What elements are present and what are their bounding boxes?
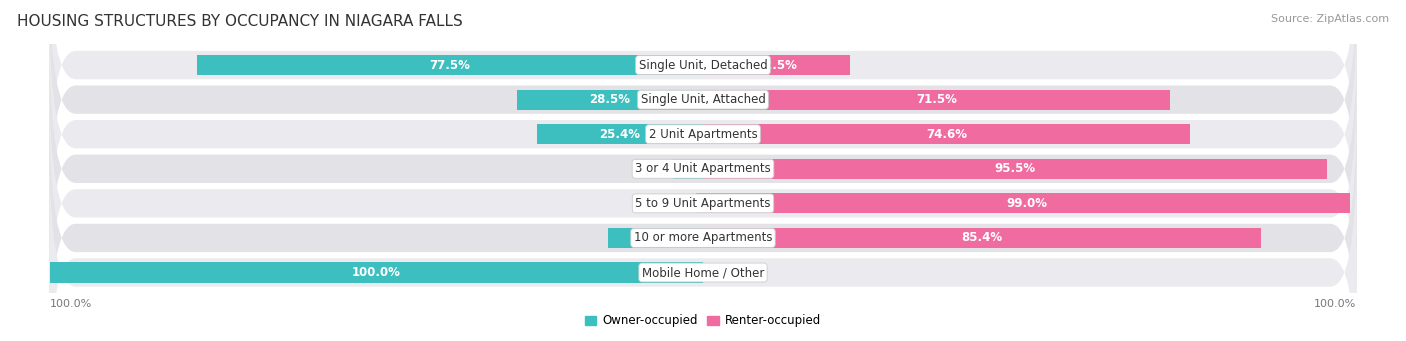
- Bar: [49, 263, 703, 283]
- Bar: [703, 159, 1327, 179]
- Text: Single Unit, Attached: Single Unit, Attached: [641, 93, 765, 106]
- Bar: [673, 159, 703, 179]
- Bar: [703, 90, 1170, 110]
- Text: 4.6%: 4.6%: [633, 162, 664, 175]
- Text: 99.0%: 99.0%: [1005, 197, 1047, 210]
- Text: 14.6%: 14.6%: [634, 232, 676, 244]
- Text: 100.0%: 100.0%: [352, 266, 401, 279]
- Text: Mobile Home / Other: Mobile Home / Other: [641, 266, 765, 279]
- Text: 100.0%: 100.0%: [1315, 299, 1357, 310]
- Text: HOUSING STRUCTURES BY OCCUPANCY IN NIAGARA FALLS: HOUSING STRUCTURES BY OCCUPANCY IN NIAGA…: [17, 14, 463, 29]
- Text: 3 or 4 Unit Apartments: 3 or 4 Unit Apartments: [636, 162, 770, 175]
- Text: Single Unit, Detached: Single Unit, Detached: [638, 59, 768, 72]
- FancyBboxPatch shape: [49, 10, 1357, 258]
- Text: 2 Unit Apartments: 2 Unit Apartments: [648, 128, 758, 141]
- Text: 25.4%: 25.4%: [599, 128, 641, 141]
- FancyBboxPatch shape: [49, 0, 1357, 189]
- Text: 5 to 9 Unit Apartments: 5 to 9 Unit Apartments: [636, 197, 770, 210]
- FancyBboxPatch shape: [49, 0, 1357, 224]
- Text: 100.0%: 100.0%: [49, 299, 91, 310]
- Text: 77.5%: 77.5%: [429, 59, 470, 72]
- Text: 85.4%: 85.4%: [962, 232, 1002, 244]
- Bar: [607, 228, 703, 248]
- Text: Source: ZipAtlas.com: Source: ZipAtlas.com: [1271, 14, 1389, 24]
- Text: 95.5%: 95.5%: [994, 162, 1036, 175]
- Bar: [517, 90, 703, 110]
- Bar: [703, 124, 1191, 144]
- Bar: [537, 124, 703, 144]
- FancyBboxPatch shape: [49, 79, 1357, 327]
- Bar: [703, 55, 851, 75]
- Bar: [197, 55, 703, 75]
- Text: 1.0%: 1.0%: [657, 197, 686, 210]
- Text: 71.5%: 71.5%: [917, 93, 957, 106]
- Text: 10 or more Apartments: 10 or more Apartments: [634, 232, 772, 244]
- Bar: [703, 228, 1261, 248]
- FancyBboxPatch shape: [49, 148, 1357, 341]
- FancyBboxPatch shape: [49, 45, 1357, 293]
- Bar: [703, 193, 1350, 213]
- Text: 28.5%: 28.5%: [589, 93, 630, 106]
- Text: 22.5%: 22.5%: [756, 59, 797, 72]
- Legend: Owner-occupied, Renter-occupied: Owner-occupied, Renter-occupied: [579, 310, 827, 332]
- Text: 0.0%: 0.0%: [713, 266, 742, 279]
- Text: 74.6%: 74.6%: [927, 128, 967, 141]
- FancyBboxPatch shape: [49, 114, 1357, 341]
- Bar: [696, 193, 703, 213]
